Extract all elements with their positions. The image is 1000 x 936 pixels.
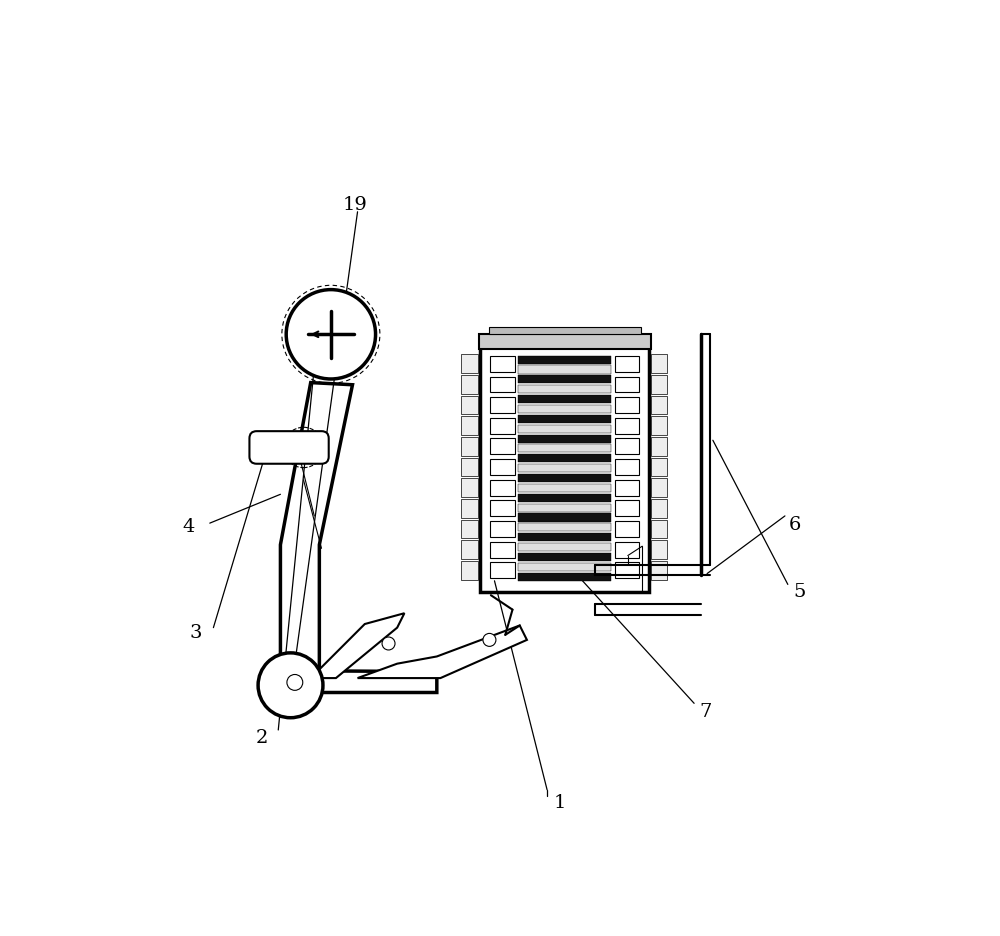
Bar <box>518 385 611 393</box>
Bar <box>518 405 611 413</box>
Bar <box>490 376 515 392</box>
Bar <box>518 543 611 551</box>
Bar <box>461 458 478 476</box>
Bar <box>518 395 611 403</box>
Bar <box>518 454 611 462</box>
Polygon shape <box>358 625 527 678</box>
Bar <box>480 336 649 592</box>
Bar <box>615 376 639 392</box>
Bar <box>490 542 515 558</box>
Circle shape <box>258 653 323 718</box>
Bar <box>518 434 611 443</box>
Bar <box>479 334 651 349</box>
Bar <box>651 437 667 456</box>
Bar <box>518 493 611 502</box>
Text: 7: 7 <box>699 703 712 721</box>
Bar <box>490 563 515 578</box>
Bar <box>615 563 639 578</box>
Bar <box>518 356 611 363</box>
Bar <box>518 573 611 580</box>
Bar <box>518 425 611 432</box>
Text: 1: 1 <box>553 794 566 812</box>
Bar <box>615 460 639 475</box>
Bar <box>615 501 639 517</box>
Bar <box>461 396 478 415</box>
Bar <box>518 474 611 482</box>
Bar <box>490 501 515 517</box>
Circle shape <box>286 289 376 379</box>
Bar <box>489 327 641 334</box>
Text: 6: 6 <box>789 516 801 534</box>
Bar <box>490 480 515 496</box>
Bar <box>651 478 667 497</box>
Bar <box>651 355 667 373</box>
Bar <box>518 563 611 571</box>
Circle shape <box>382 637 395 650</box>
Bar <box>490 397 515 413</box>
Bar <box>461 540 478 559</box>
Bar <box>651 519 667 538</box>
Polygon shape <box>280 383 437 693</box>
Bar <box>518 523 611 532</box>
Bar <box>461 355 478 373</box>
Bar <box>518 415 611 423</box>
Bar <box>461 417 478 435</box>
Bar <box>518 514 611 521</box>
Bar <box>615 356 639 372</box>
Text: 3: 3 <box>189 623 202 642</box>
Bar <box>461 561 478 579</box>
Circle shape <box>483 634 496 647</box>
Bar <box>490 356 515 372</box>
Bar <box>518 365 611 373</box>
Bar <box>651 417 667 435</box>
Bar <box>615 438 639 454</box>
Bar <box>490 438 515 454</box>
Bar <box>461 519 478 538</box>
Bar <box>518 445 611 452</box>
Bar <box>518 484 611 492</box>
Bar <box>461 375 478 394</box>
Bar <box>490 521 515 537</box>
Text: 5: 5 <box>793 582 806 601</box>
Bar <box>461 437 478 456</box>
Bar <box>518 534 611 541</box>
Bar <box>518 464 611 472</box>
Bar <box>651 561 667 579</box>
Bar <box>651 499 667 518</box>
Bar <box>615 480 639 496</box>
Bar <box>461 478 478 497</box>
Text: 19: 19 <box>343 196 368 213</box>
Bar <box>490 417 515 433</box>
FancyBboxPatch shape <box>249 431 329 463</box>
Bar <box>651 396 667 415</box>
Bar <box>651 540 667 559</box>
Bar <box>490 460 515 475</box>
Polygon shape <box>311 613 404 678</box>
Bar <box>461 499 478 518</box>
Bar <box>518 553 611 561</box>
Bar <box>651 375 667 394</box>
Bar <box>518 504 611 512</box>
Bar <box>518 375 611 384</box>
Bar <box>615 521 639 537</box>
Bar <box>615 397 639 413</box>
Bar <box>615 417 639 433</box>
Text: 4: 4 <box>182 518 194 535</box>
Bar <box>615 542 639 558</box>
Bar <box>651 458 667 476</box>
Text: 2: 2 <box>256 729 268 747</box>
